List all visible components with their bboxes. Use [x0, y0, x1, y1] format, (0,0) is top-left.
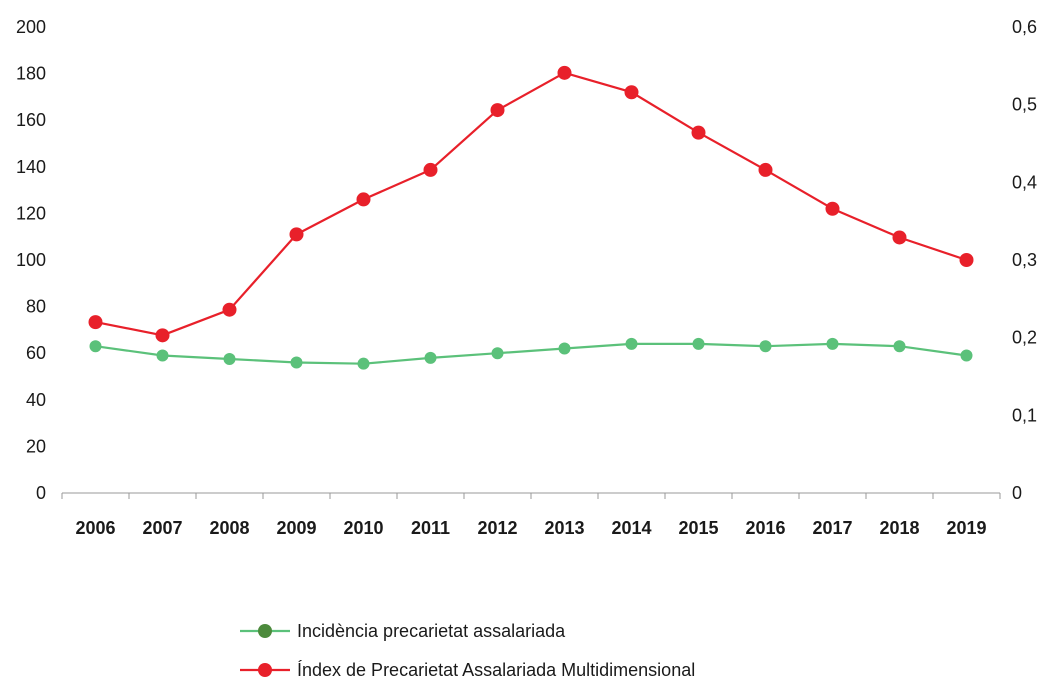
series-1-point [491, 347, 504, 360]
series-1-point [223, 353, 236, 366]
series-1-point [893, 340, 906, 353]
series-2-point [892, 230, 907, 245]
series-2-point [825, 201, 840, 216]
x-tick-label: 2014 [611, 518, 651, 538]
series-2-point [490, 103, 505, 118]
left-tick-label: 60 [26, 343, 46, 363]
right-tick-label: 0,2 [1012, 328, 1037, 348]
left-tick-label: 160 [16, 110, 46, 130]
series-1-point [625, 337, 638, 350]
series-1-point [692, 337, 705, 350]
right-tick-label: 0,4 [1012, 172, 1037, 192]
left-tick-label: 200 [16, 17, 46, 37]
left-tick-label: 140 [16, 157, 46, 177]
series-1-point [357, 357, 370, 370]
series-2-point [624, 85, 639, 100]
series-layer [88, 65, 974, 370]
x-tick-label: 2013 [544, 518, 584, 538]
series-2-point [88, 315, 103, 330]
series-2-point [155, 328, 170, 343]
series-1-point [759, 340, 772, 353]
x-axis: 2006 2007 2008 2009 2010 2011 2012 2013 2014 2015… [61, 492, 1001, 538]
x-tick-label: 2010 [343, 518, 383, 538]
x-tick-label: 2017 [812, 518, 852, 538]
series-1-point [558, 342, 571, 355]
series-2-point [356, 192, 371, 207]
series-2-point [691, 125, 706, 140]
series-2-point [423, 162, 438, 177]
legend-label: Índex de Precarietat Assalariada Multidi… [297, 660, 695, 680]
series-2-point [959, 253, 974, 267]
x-tick-label: 2011 [411, 518, 450, 538]
series-1-point [89, 340, 102, 353]
x-tick-label: 2007 [142, 518, 182, 538]
right-tick-label: 0,1 [1012, 405, 1037, 425]
right-tick-label: 0 [1012, 483, 1022, 503]
right-axis-ticks: 0 0,1 0,2 0,3 0,4 0,5 0,6 [1012, 17, 1037, 503]
series-2-point [222, 302, 237, 317]
legend-marker [258, 624, 272, 638]
legend: Incidència precarietat assalariada Índex … [240, 621, 695, 680]
legend-label: Incidència precarietat assalariada [297, 621, 566, 641]
left-tick-label: 40 [26, 390, 46, 410]
x-tick-label: 2018 [879, 518, 919, 538]
left-tick-label: 80 [26, 297, 46, 317]
x-tick-label: 2015 [678, 518, 718, 538]
series-1-point [960, 349, 973, 362]
series-2-point [758, 162, 773, 177]
series-1-point [156, 349, 169, 362]
right-tick-label: 0,5 [1012, 95, 1037, 115]
series-line-1 [95, 342, 967, 365]
series-line-2 [95, 71, 967, 337]
left-tick-label: 20 [26, 436, 46, 456]
series-2-point [557, 65, 572, 80]
left-axis-ticks: 0 20 40 60 80 100 120 140 160 180 200 [16, 17, 46, 503]
left-tick-label: 180 [16, 64, 46, 84]
series-1-point [826, 337, 839, 350]
x-tick-label: 2012 [477, 518, 517, 538]
series-1-point [290, 356, 303, 369]
legend-marker [258, 663, 272, 677]
left-tick-label: 0 [36, 483, 46, 503]
left-tick-label: 100 [16, 250, 46, 270]
x-tick-label: 2009 [276, 518, 316, 538]
x-tick-label: 2016 [745, 518, 785, 538]
right-tick-label: 0,6 [1012, 17, 1037, 37]
series-1-point [424, 351, 437, 364]
x-tick-label: 2006 [75, 518, 115, 538]
x-tick-label: 2019 [946, 518, 986, 538]
left-tick-label: 120 [16, 203, 46, 223]
right-tick-label: 0,3 [1012, 250, 1037, 270]
x-tick-label: 2008 [209, 518, 249, 538]
series-2-point [289, 227, 304, 242]
